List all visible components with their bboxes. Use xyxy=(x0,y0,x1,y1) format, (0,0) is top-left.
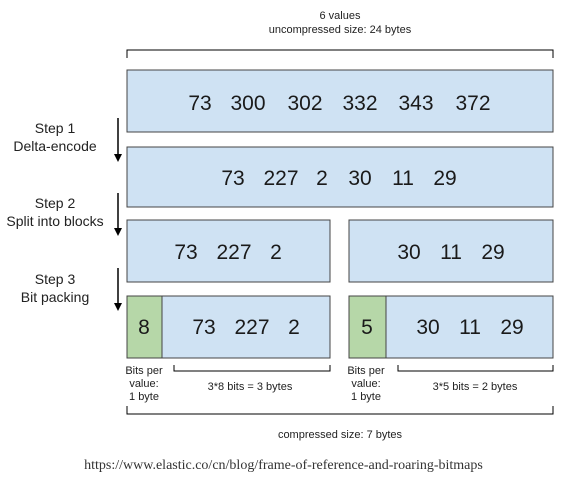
right-size-bracket xyxy=(397,365,554,372)
original-value: 300 xyxy=(230,92,265,115)
top-label-size: uncompressed size: 24 bytes xyxy=(269,24,412,36)
delta-value: 29 xyxy=(433,167,456,190)
packed-right-value: 11 xyxy=(459,316,481,339)
bits-per-value-label-left: value: xyxy=(129,378,158,390)
delta-values-box xyxy=(126,146,554,208)
right-size-label: 3*5 bits = 2 bytes xyxy=(433,381,518,393)
top-bracket xyxy=(126,49,554,58)
block-left-value: 2 xyxy=(270,241,282,264)
packed-right-values-box xyxy=(385,295,554,359)
packed-left-bits-box xyxy=(126,295,163,359)
compressed-size-label: compressed size: 7 bytes xyxy=(278,429,403,441)
delta-value: 227 xyxy=(263,167,298,190)
packed-right-value: 30 xyxy=(416,316,439,339)
packed-right-bits: 5 xyxy=(361,316,373,339)
block-left-box xyxy=(126,219,331,283)
step-3-title: Step 3 xyxy=(35,271,76,287)
original-value: 343 xyxy=(398,92,433,115)
bits-per-value-label-right: value: xyxy=(351,378,380,390)
packed-left-values-box xyxy=(161,295,331,359)
original-values-box xyxy=(126,69,554,133)
bits-per-value-label-right: 1 byte xyxy=(351,391,381,403)
bits-per-value-label-left: Bits per xyxy=(125,365,163,377)
bits-per-value-label-right: Bits per xyxy=(347,365,385,377)
block-right-box xyxy=(348,219,554,283)
packed-right-value: 29 xyxy=(500,316,523,339)
packed-right-bits-box xyxy=(348,295,387,359)
delta-value: 30 xyxy=(348,167,371,190)
top-label-count: 6 values xyxy=(320,10,361,22)
bits-per-value-label-left: 1 byte xyxy=(129,391,159,403)
delta-value: 2 xyxy=(316,167,328,190)
block-left-value: 227 xyxy=(216,241,251,264)
step-1-description: Delta-encode xyxy=(13,138,96,154)
source-url: https://www.elastic.co/cn/blog/frame-of-… xyxy=(84,458,483,473)
step-1-title: Step 1 xyxy=(35,120,76,136)
step-2-description: Split into blocks xyxy=(6,213,103,229)
delta-value: 11 xyxy=(392,167,414,190)
step-2-title: Step 2 xyxy=(35,195,76,211)
block-right-value: 30 xyxy=(397,241,420,264)
packed-left-bits: 8 xyxy=(138,316,150,339)
original-value: 332 xyxy=(342,92,377,115)
step-3-description: Bit packing xyxy=(21,289,89,305)
original-value: 302 xyxy=(287,92,322,115)
compressed-bracket xyxy=(126,406,554,415)
delta-value: 73 xyxy=(221,167,244,190)
block-left-value: 73 xyxy=(174,241,197,264)
block-right-value: 11 xyxy=(440,241,462,264)
block-right-value: 29 xyxy=(481,241,504,264)
original-value: 372 xyxy=(455,92,490,115)
packed-left-value: 2 xyxy=(288,316,300,339)
packed-left-value: 73 xyxy=(192,316,215,339)
original-value: 73 xyxy=(188,92,211,115)
left-size-label: 3*8 bits = 3 bytes xyxy=(208,381,293,393)
packed-left-value: 227 xyxy=(234,316,269,339)
left-size-bracket xyxy=(173,365,331,372)
